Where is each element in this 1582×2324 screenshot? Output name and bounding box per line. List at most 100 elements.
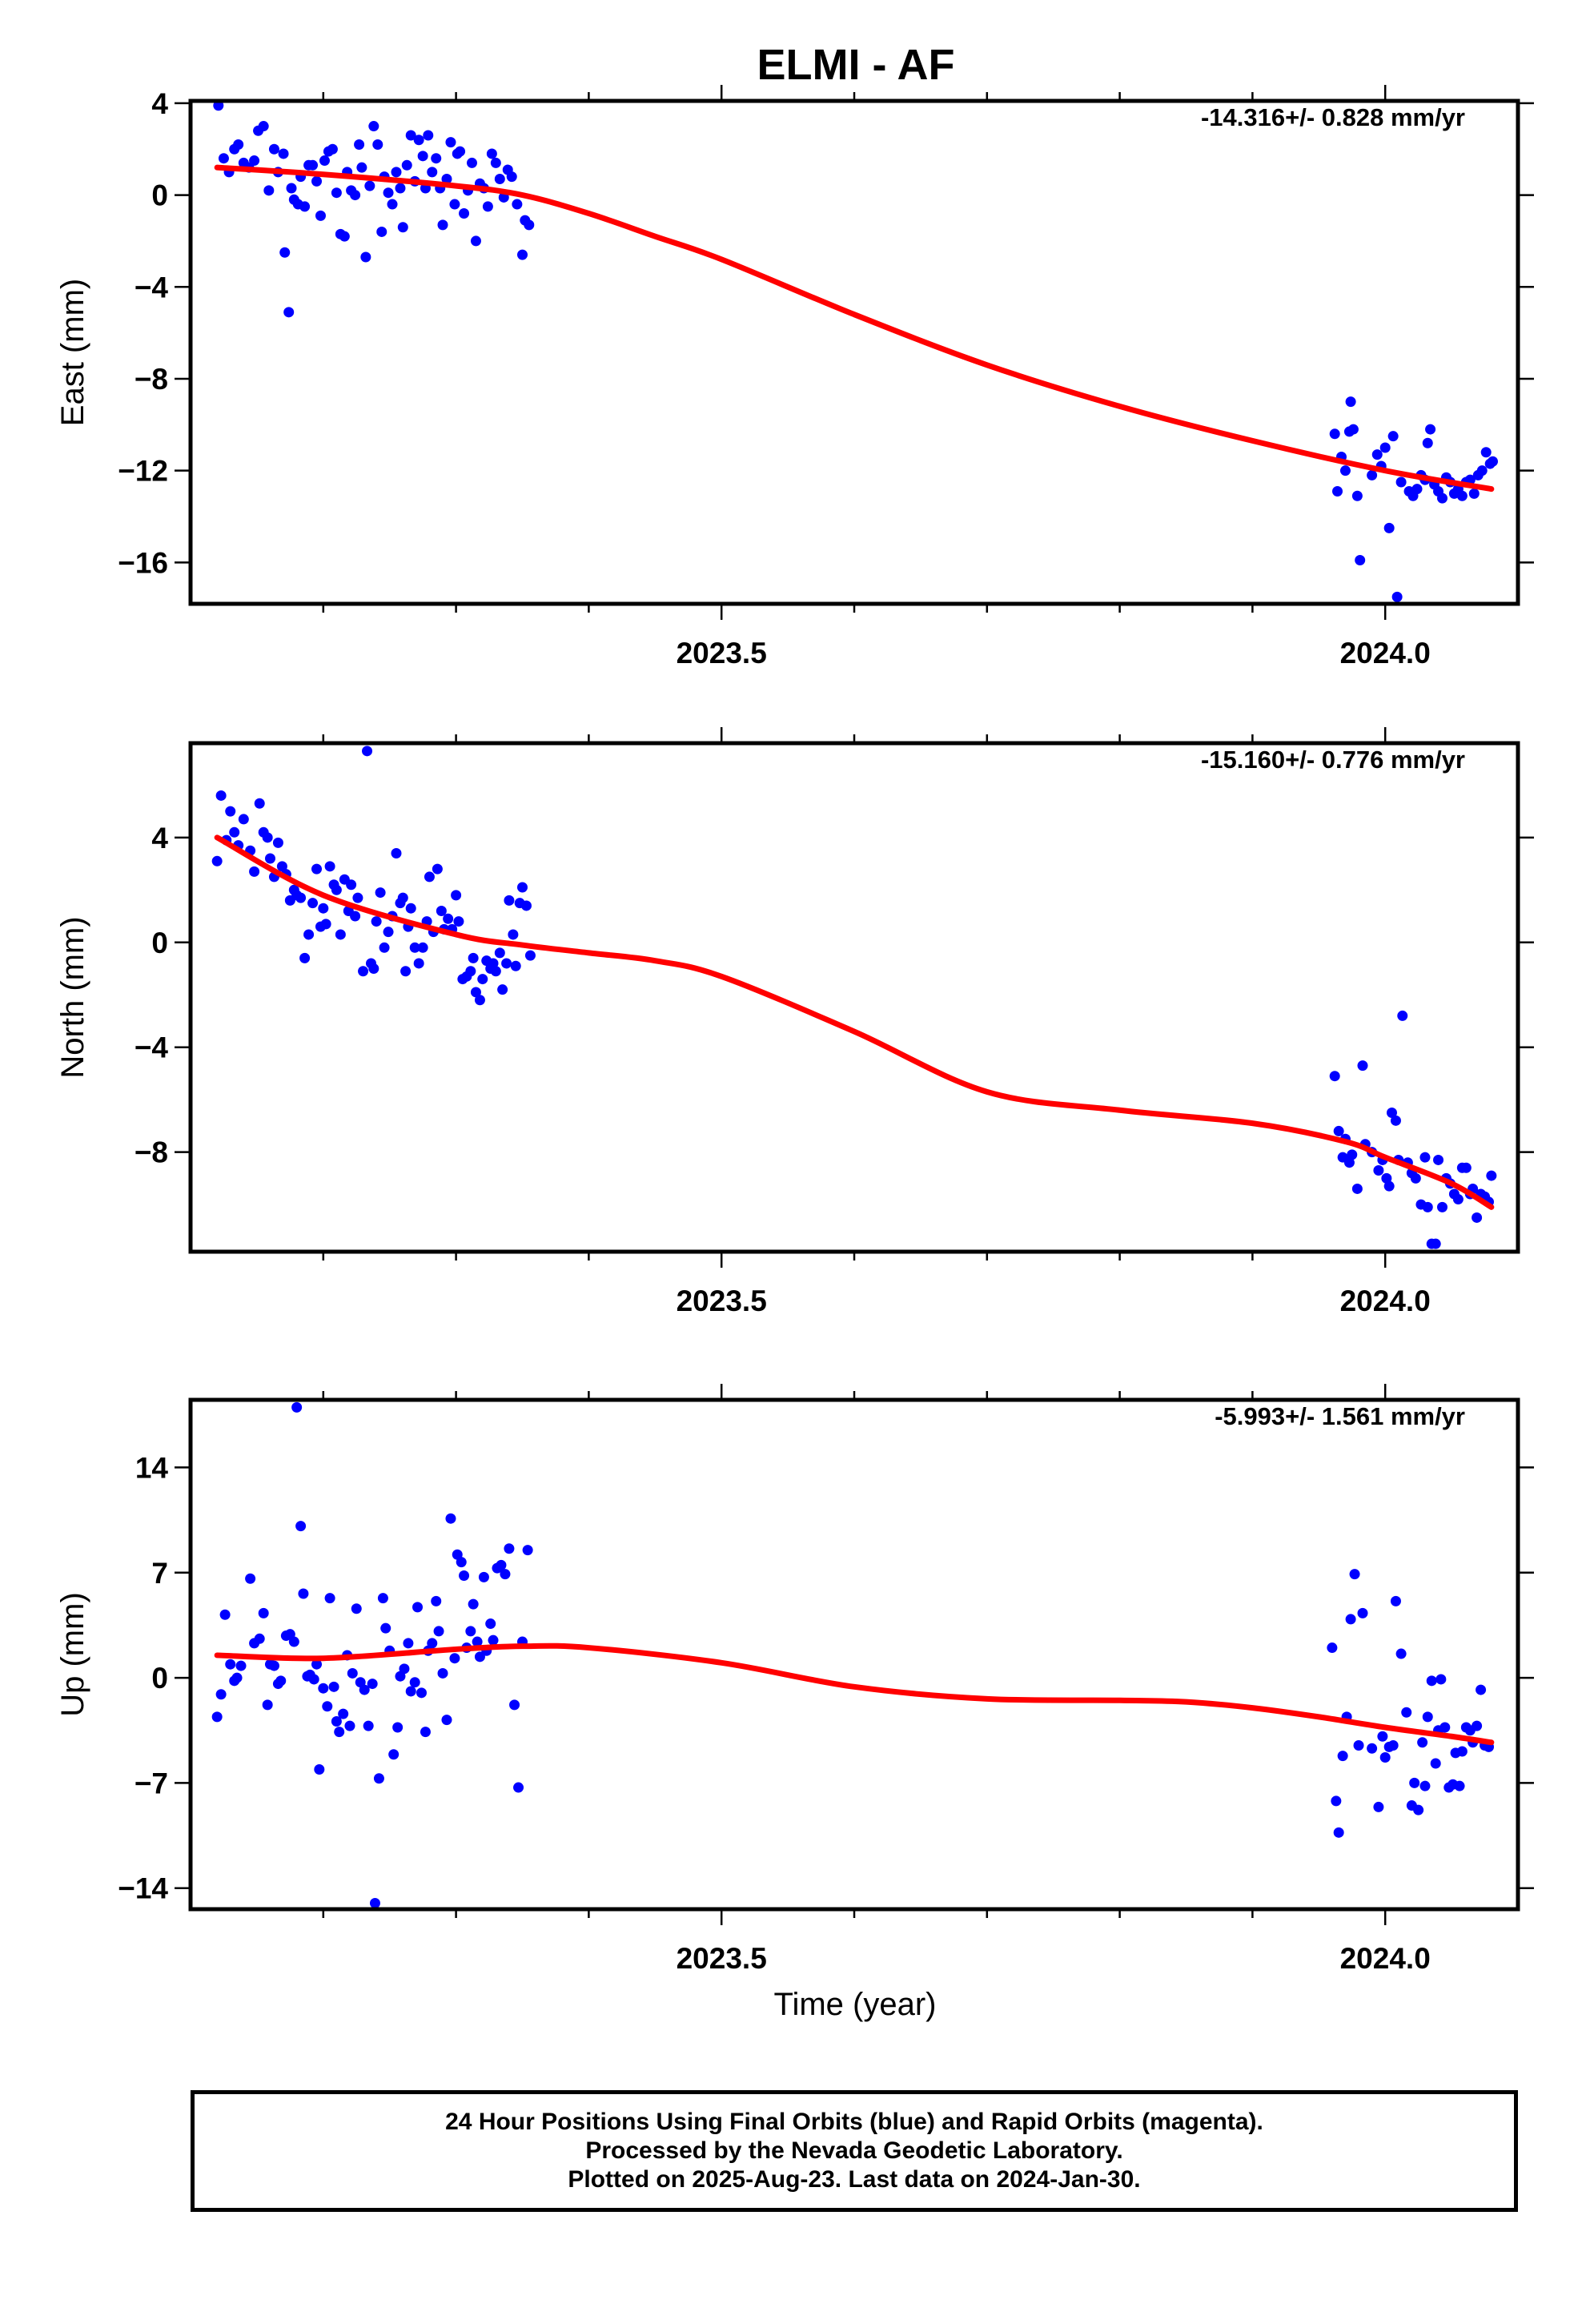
y-tick-label: 0 — [151, 927, 168, 959]
x-axis-label: Time (year) — [774, 1987, 937, 2022]
data-point — [359, 1684, 370, 1695]
data-point — [477, 974, 488, 985]
data-point — [298, 1588, 309, 1599]
plot-frame — [188, 99, 1520, 606]
data-point — [283, 307, 295, 318]
data-point — [488, 1634, 499, 1646]
data-point — [474, 1651, 485, 1663]
data-point — [268, 143, 279, 155]
data-point — [497, 984, 508, 995]
data-point — [376, 226, 387, 237]
data-point — [331, 187, 342, 199]
data-point — [468, 952, 479, 963]
y-tick-label: −4 — [135, 271, 169, 304]
data-point — [436, 905, 447, 916]
data-point — [215, 1689, 227, 1700]
data-point — [258, 1607, 269, 1618]
data-point — [1422, 437, 1433, 448]
data-point — [1367, 469, 1378, 480]
data-point — [318, 903, 329, 914]
data-point — [522, 1545, 533, 1556]
data-point — [1417, 1737, 1428, 1748]
data-point — [520, 900, 532, 911]
data-point — [508, 929, 519, 940]
data-point — [427, 167, 438, 178]
data-point — [319, 155, 330, 167]
x-tick-label: 2024.0 — [1340, 637, 1431, 669]
data-point — [504, 1543, 515, 1554]
data-point — [1436, 1201, 1447, 1212]
data-point — [413, 135, 424, 146]
data-point — [383, 927, 394, 938]
data-point — [380, 1622, 391, 1634]
data-point — [409, 942, 420, 953]
data-point — [490, 966, 501, 977]
data-point — [405, 1686, 416, 1697]
data-point — [1391, 591, 1403, 602]
data-point — [417, 942, 428, 953]
y-tick-label: −7 — [135, 1767, 168, 1799]
data-point — [1486, 1170, 1497, 1181]
data-point — [350, 190, 361, 201]
data-point — [1351, 1183, 1363, 1194]
footer-line-3: Plotted on 2025-Aug-23. Last data on 202… — [568, 2166, 1141, 2193]
data-point — [225, 1659, 236, 1670]
data-point — [1456, 490, 1468, 501]
data-point — [474, 995, 485, 1006]
data-point — [524, 950, 536, 961]
data-points — [213, 101, 1498, 602]
data-point — [338, 1708, 349, 1719]
y-tick-label: 4 — [151, 87, 168, 120]
data-point — [1436, 493, 1447, 504]
data-point — [276, 861, 287, 872]
data-point — [486, 148, 497, 159]
rate-annotation: -15.160+/- 0.776 mm/yr — [1201, 746, 1465, 774]
data-point — [1357, 1607, 1368, 1618]
data-point — [1345, 396, 1356, 408]
data-point — [397, 222, 408, 233]
data-point — [1430, 1758, 1441, 1769]
y-tick-label: −14 — [118, 1872, 168, 1905]
data-point — [363, 1720, 374, 1731]
panel-3: 2023.5 2024.0 14 7 0 −7 −14 Up (mm) -5.993+/- 1.… — [55, 1384, 1534, 1975]
data-point — [391, 167, 402, 178]
data-point — [500, 1569, 511, 1580]
data-point — [1454, 1780, 1465, 1791]
data-point — [344, 1720, 355, 1731]
data-point — [233, 139, 244, 150]
data-point — [423, 130, 434, 141]
data-point — [431, 153, 442, 164]
data-point — [405, 903, 416, 914]
data-point — [1377, 1731, 1388, 1742]
data-point — [455, 146, 466, 157]
data-point — [1343, 1157, 1355, 1168]
data-point — [311, 175, 323, 187]
panel-2: 2023.5 2024.0 4 0 −4 −8 North (mm) -15.160+/- 0… — [55, 727, 1534, 1317]
x-tick-label: 2023.5 — [677, 637, 767, 669]
fit-curve — [214, 164, 1495, 493]
data-point — [1425, 424, 1436, 435]
data-point — [1395, 476, 1407, 488]
data-point — [451, 890, 462, 901]
data-point — [517, 882, 528, 893]
data-point — [1329, 428, 1340, 440]
data-point — [362, 746, 373, 757]
data-points — [211, 1401, 1495, 1908]
data-point — [524, 219, 535, 231]
data-point — [1351, 490, 1363, 501]
data-point — [324, 1593, 335, 1604]
data-point — [1379, 1752, 1391, 1763]
y-tick-label: 0 — [151, 1662, 168, 1695]
data-point — [1333, 1827, 1344, 1838]
data-point — [245, 1573, 256, 1584]
data-point — [235, 1660, 247, 1671]
rate-annotation: -5.993+/- 1.561 mm/yr — [1215, 1402, 1465, 1430]
panel-1: 2023.5 2024.0 4 0 −4 −8 −12 −16 East (mm) -14.316… — [55, 85, 1534, 669]
data-point — [375, 887, 386, 899]
data-point — [264, 853, 275, 864]
data-point — [445, 137, 456, 148]
data-point — [307, 159, 319, 171]
data-point — [364, 180, 375, 191]
data-point — [368, 121, 379, 132]
data-point — [1460, 1162, 1472, 1173]
